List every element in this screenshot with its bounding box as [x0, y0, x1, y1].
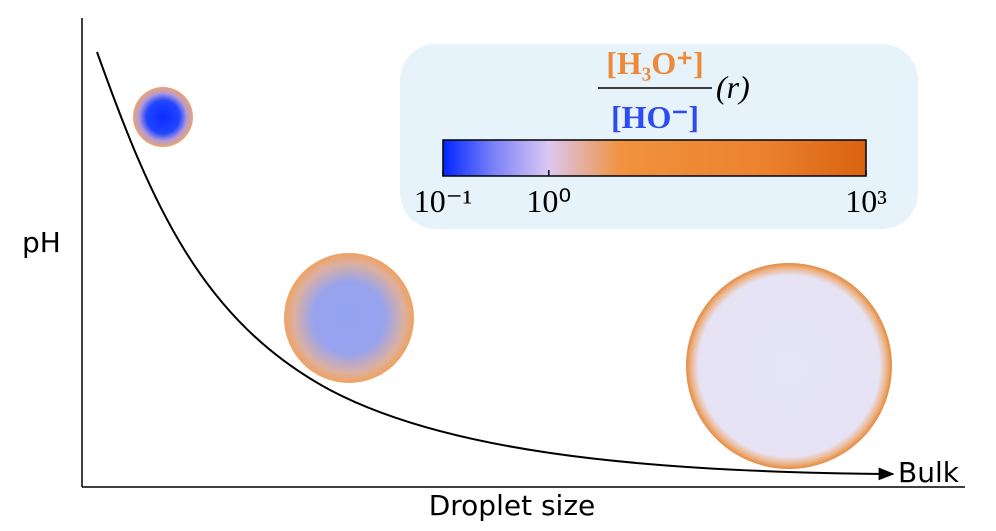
colorbar-tick-label: 10⁰	[526, 183, 571, 219]
suffix: (r)	[716, 69, 750, 105]
numerator: [H₃O⁺]	[606, 45, 704, 81]
large-droplet	[686, 263, 892, 469]
denominator: [HO⁻]	[611, 99, 699, 135]
small-droplet	[133, 87, 193, 147]
colorbar	[442, 139, 867, 177]
bulk-label: Bulk	[898, 456, 960, 489]
legend-box	[400, 44, 918, 229]
x-label: Droplet size	[429, 489, 596, 522]
medium-droplet	[284, 253, 414, 383]
colorbar-tick-label: 10³	[845, 183, 887, 219]
colorbar-tick-label: 10⁻¹	[414, 183, 472, 219]
ph-curve	[96, 51, 895, 481]
y-label: pH	[22, 226, 61, 259]
